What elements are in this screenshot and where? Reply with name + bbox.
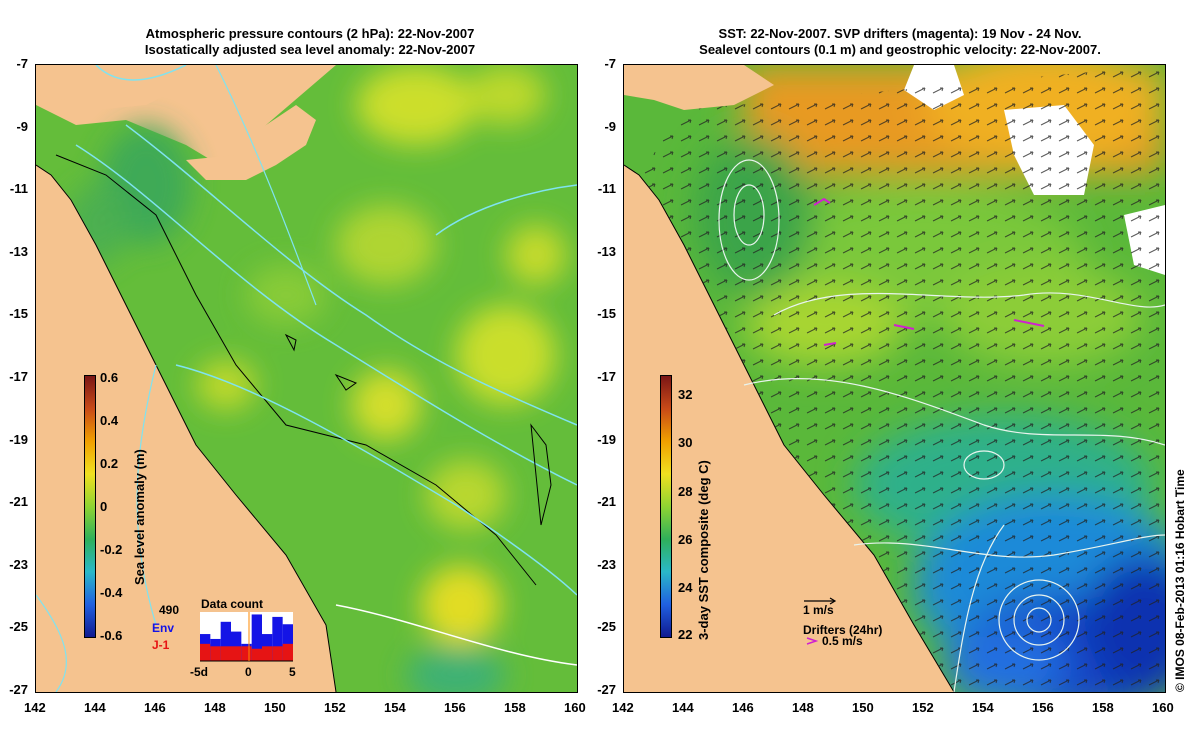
lat-tick-label: -27	[597, 682, 616, 697]
lon-tick-label: 142	[24, 700, 46, 715]
lat-tick-label: -17	[597, 369, 616, 384]
lon-tick-label: 158	[1092, 700, 1114, 715]
left-cb-tick: -0.6	[100, 628, 123, 643]
lon-tick-label: 160	[1152, 700, 1174, 715]
right-cb-tick: 30	[678, 435, 693, 450]
left-cb-tick: -0.2	[100, 542, 123, 557]
lat-tick-label: -17	[9, 369, 28, 384]
data-count-axis-label: 0	[245, 665, 252, 679]
lon-tick-label: 146	[144, 700, 166, 715]
lon-tick-label: 148	[204, 700, 226, 715]
data-count-histogram	[200, 612, 293, 662]
j1-count-bar	[241, 646, 252, 661]
lat-tick-label: -15	[9, 306, 28, 322]
left-cb-tick: 0.4	[100, 413, 119, 428]
left-title-line1: Atmospheric pressure contours (2 hPa): 2…	[145, 26, 475, 41]
lon-tick-label: 158	[504, 700, 526, 715]
velocity-scale-arrow	[804, 597, 837, 605]
drifters-label: Drifters (24hr)	[803, 623, 883, 637]
data-count-axis-label: 5	[289, 665, 296, 679]
right-cb-tick: 32	[678, 387, 693, 402]
left-cb-tick: 0.2	[100, 456, 119, 471]
lat-tick-label: -19	[9, 431, 28, 447]
lat-tick-label: -7	[16, 56, 28, 71]
left-title-line2: Isostatically adjusted sea level anomaly…	[144, 42, 476, 57]
j1-count-bar	[282, 643, 293, 661]
left-cb-tick: 0.6	[100, 370, 119, 385]
lon-tick-label: 152	[912, 700, 934, 715]
drifter-scale-icon	[806, 637, 819, 645]
j1-count-bar	[262, 646, 273, 661]
sst-colorbar	[660, 375, 672, 638]
lat-tick-label: -13	[597, 243, 616, 259]
lon-tick-label: 156	[1032, 700, 1054, 715]
lon-tick-label: 160	[564, 700, 586, 715]
j1-count-bar	[200, 643, 211, 661]
lat-tick-label: -23	[9, 556, 28, 572]
j1-count-bar	[251, 648, 262, 661]
lat-tick-label: -25	[597, 619, 616, 635]
lon-tick-label: 146	[732, 700, 754, 715]
lon-tick-label: 150	[852, 700, 874, 715]
right-cb-tick: 28	[678, 484, 693, 499]
right-title-line1: SST: 22-Nov-2007. SVP drifters (magenta)…	[718, 26, 1082, 41]
lat-tick-label: -27	[9, 682, 28, 697]
data-count-axis-label: -5d	[190, 665, 208, 679]
lat-tick-label: -23	[597, 556, 616, 572]
copyright-note: © IMOS 08-Feb-2013 01:16 Hobart Time	[1173, 469, 1187, 692]
env-count-bar	[282, 624, 293, 661]
right-cb-tick: 24	[678, 580, 693, 595]
left-cb-tick: -0.4	[100, 585, 123, 600]
data-count-title: Data count	[201, 597, 264, 611]
lat-tick-label: -21	[597, 494, 616, 510]
left-panel-title: Atmospheric pressure contours (2 hPa): 2…	[40, 26, 580, 58]
lat-tick-label: -7	[604, 56, 616, 71]
lon-tick-label: 152	[324, 700, 346, 715]
data-count-total: 490	[159, 603, 180, 617]
lat-tick-label: -13	[9, 243, 28, 259]
lon-tick-label: 154	[972, 700, 994, 715]
lat-tick-label: -19	[597, 431, 616, 447]
j1-count-bar	[231, 646, 242, 661]
velocity-scale-label: 1 m/s	[803, 603, 834, 617]
j1-count-bar	[272, 646, 283, 661]
env-count-bar	[220, 621, 231, 661]
lon-tick-label: 150	[264, 700, 286, 715]
j1-count-bar	[220, 646, 231, 661]
sea-level-anomaly-map[interactable]	[36, 65, 577, 692]
right-cb-tick: 26	[678, 532, 693, 547]
lon-tick-label: 148	[792, 700, 814, 715]
lon-tick-label: 144	[672, 700, 694, 715]
lon-tick-label: 144	[84, 700, 106, 715]
sst-canvas	[624, 65, 1165, 692]
lat-tick-label: -25	[9, 619, 28, 635]
sea-level-colorbar	[84, 375, 96, 638]
env-count-bar	[272, 616, 283, 661]
right-cb-tick: 22	[678, 627, 693, 642]
right-axes-frame	[623, 64, 1166, 693]
right-title-line2: Sealevel contours (0.1 m) and geostrophi…	[699, 42, 1101, 57]
drifter-scale-label: 0.5 m/s	[822, 634, 863, 648]
env-count-bar	[251, 614, 262, 661]
sea-level-anomaly-canvas	[36, 65, 577, 692]
legend-j1: J-1	[152, 638, 170, 652]
lat-tick-label: -11	[597, 181, 616, 197]
env-count-bar	[231, 631, 242, 661]
left-cb-tick: 0	[100, 499, 108, 514]
legend-env: Env	[152, 621, 175, 635]
lon-tick-label: 142	[612, 700, 634, 715]
lat-tick-label: -15	[597, 306, 616, 322]
lat-tick-label: -9	[604, 118, 616, 134]
right-panel-title: SST: 22-Nov-2007. SVP drifters (magenta)…	[620, 26, 1180, 58]
lat-tick-label: -9	[16, 118, 28, 134]
lon-tick-label: 154	[384, 700, 406, 715]
left-axes-frame	[35, 64, 578, 693]
lat-tick-label: -21	[9, 494, 28, 510]
sst-map[interactable]	[624, 65, 1165, 692]
j1-count-bar	[210, 646, 221, 661]
lon-tick-label: 156	[444, 700, 466, 715]
lat-tick-label: -11	[9, 181, 28, 197]
